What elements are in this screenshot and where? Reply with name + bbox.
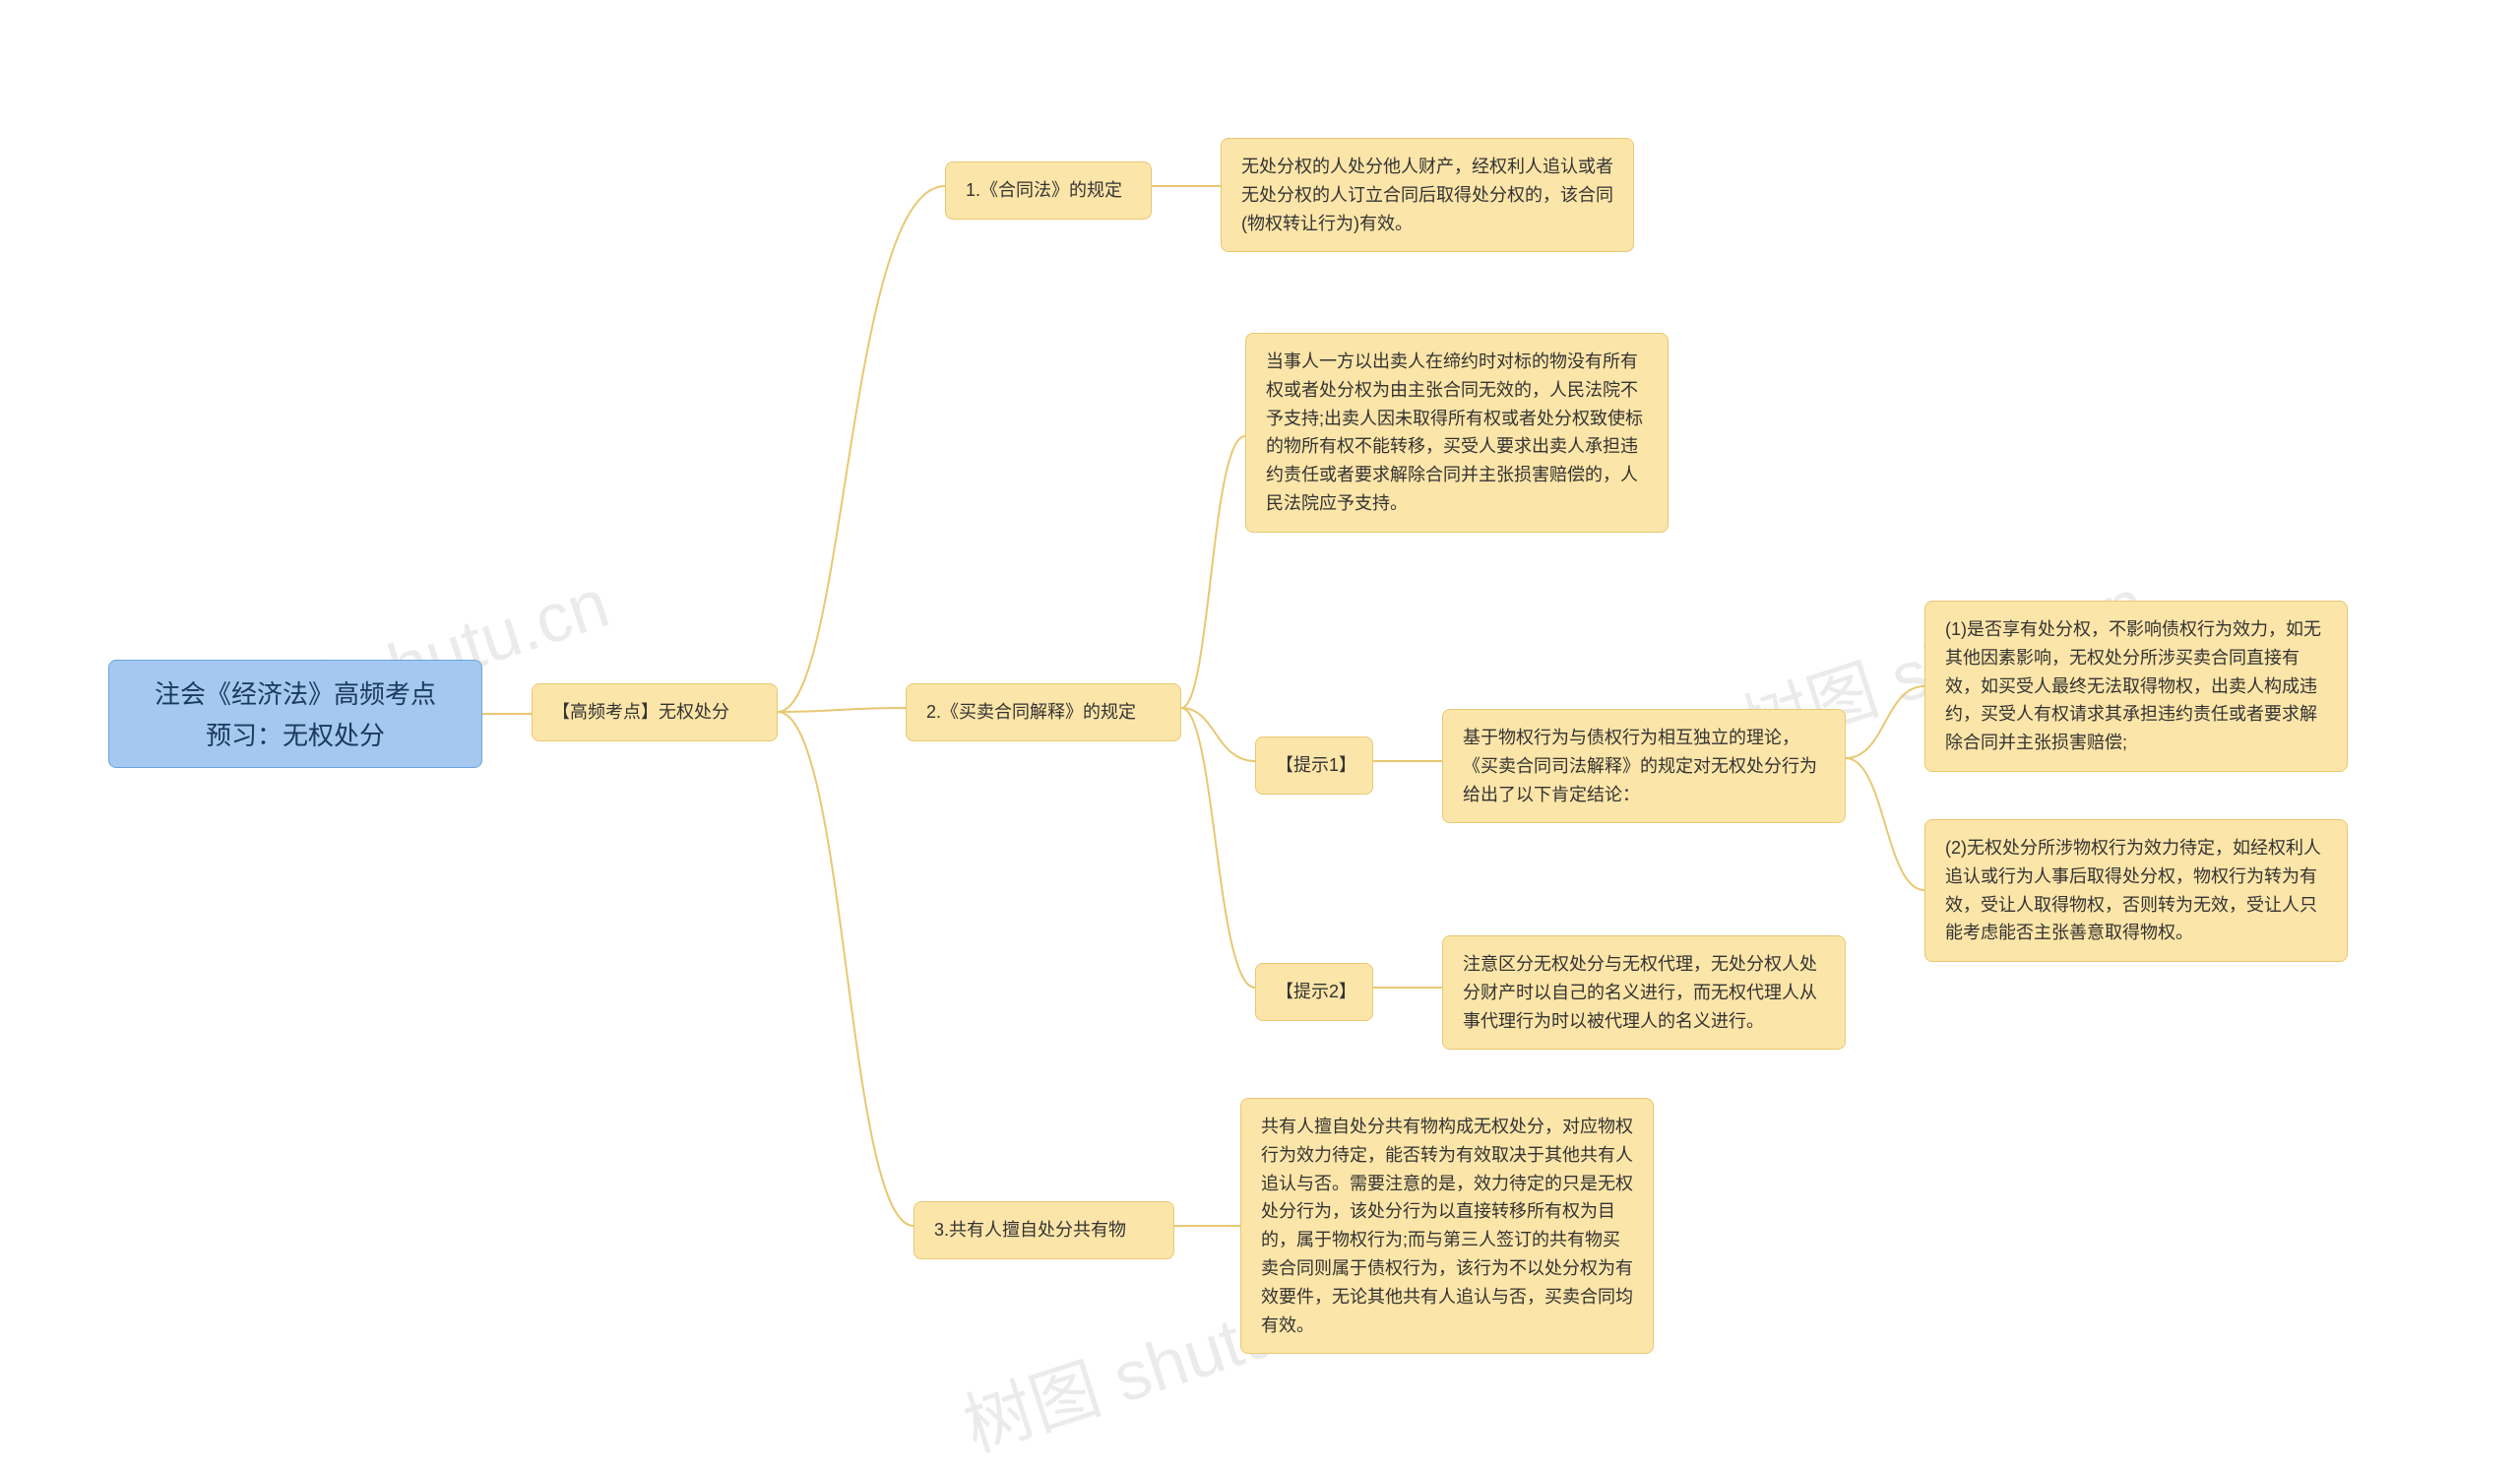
branch3-content: 共有人擅自处分共有物构成无权处分，对应物权行为效力待定，能否转为有效取决于其他共… [1240, 1098, 1654, 1354]
root-node: 注会《经济法》高频考点 预习：无权处分 [108, 660, 482, 768]
branch2-label: 2.《买卖合同解释》的规定 [906, 683, 1181, 741]
branch1-label: 1.《合同法》的规定 [945, 161, 1152, 220]
root-line2: 预习：无权处分 [129, 716, 462, 757]
hint1-label: 【提示1】 [1255, 736, 1373, 795]
hint1-sub1: (1)是否享有处分权，不影响债权行为效力，如无其他因素影响，无权处分所涉买卖合同… [1924, 601, 2348, 772]
branch3-label: 3.共有人擅自处分共有物 [914, 1201, 1174, 1259]
hint2-label: 【提示2】 [1255, 963, 1373, 1021]
hint1-content: 基于物权行为与债权行为相互独立的理论，《买卖合同司法解释》的规定对无权处分行为给… [1442, 709, 1846, 823]
root-line1: 注会《经济法》高频考点 [129, 674, 462, 716]
branch2-top: 当事人一方以出卖人在缔约时对标的物没有所有权或者处分权为由主张合同无效的，人民法… [1245, 333, 1669, 533]
hint2-content: 注意区分无权处分与无权代理，无处分权人处分财产时以自己的名义进行，而无权代理人从… [1442, 935, 1846, 1050]
branch1-content: 无处分权的人处分他人财产，经权利人追认或者无处分权的人订立合同后取得处分权的，该… [1221, 138, 1634, 252]
hint1-sub2: (2)无权处分所涉物权行为效力待定，如经权利人追认或行为人事后取得处分权，物权行… [1924, 819, 2348, 962]
hub-node: 【高频考点】无权处分 [532, 683, 778, 741]
